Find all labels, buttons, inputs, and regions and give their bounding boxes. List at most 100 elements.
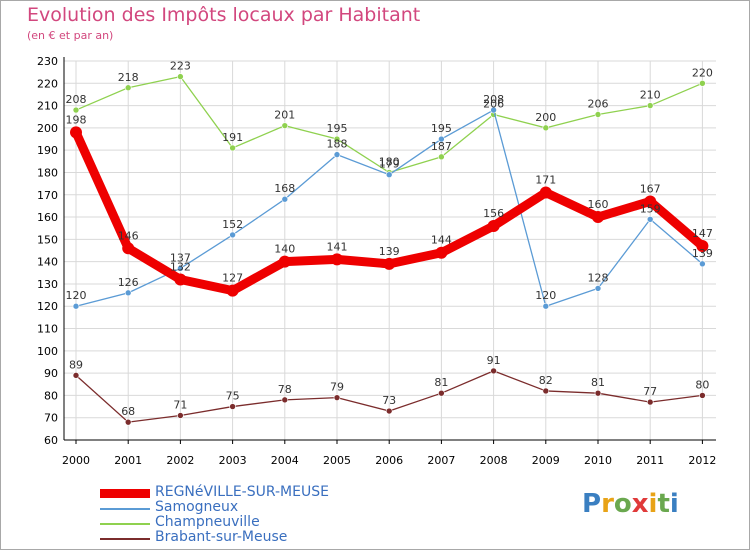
series-1-point: [594, 285, 602, 292]
y-tick-label: 190: [37, 144, 58, 157]
series-3-data-label: 78: [278, 383, 292, 396]
series-2-point: [594, 111, 602, 118]
series-1-data-label: 195: [431, 122, 452, 135]
series-2-point: [281, 122, 289, 129]
series-0-data-label: 139: [379, 245, 400, 258]
y-tick-label: 60: [44, 434, 58, 447]
series-0-point: [644, 195, 657, 208]
series-1-data-label: 120: [66, 289, 87, 302]
y-tick-label: 120: [37, 300, 58, 313]
y-tick-label: 80: [44, 389, 58, 402]
series-3-data-label: 79: [330, 381, 344, 394]
series-2-point: [72, 106, 80, 114]
y-tick-label: 150: [37, 233, 58, 246]
series-3-point: [490, 367, 497, 375]
series-0-data-label: 140: [274, 243, 295, 256]
series-1-point: [281, 195, 289, 203]
series-0-point: [122, 242, 135, 255]
series-0-data-label: 144: [431, 234, 452, 247]
series-2-data-label: 223: [170, 60, 191, 73]
series-2-data-label: 206: [483, 98, 504, 111]
y-tick-label: 230: [37, 55, 58, 68]
series-2-data-label: 180: [379, 155, 400, 168]
series-0-point: [383, 257, 396, 270]
series-0-data-label: 141: [327, 240, 348, 253]
series-2-data-label: 208: [66, 93, 87, 106]
series-0-point: [539, 186, 552, 199]
y-tick-label: 70: [44, 412, 58, 425]
series-3-point: [124, 418, 132, 426]
series-1-data-label: 139: [692, 247, 713, 260]
series-3-data-label: 82: [539, 374, 553, 387]
series-3-point: [594, 389, 602, 397]
series-2-data-label: 195: [327, 122, 348, 135]
series-1-data-label: 128: [588, 271, 609, 284]
legend-label: Samogneux: [155, 499, 239, 515]
y-tick-label: 130: [37, 278, 58, 291]
series-2-point: [699, 79, 706, 87]
series-3-point: [646, 398, 654, 406]
series-2-point: [438, 153, 445, 161]
series-0-data-label: 156: [483, 207, 504, 220]
series-3-point: [333, 394, 341, 401]
series-1-point: [385, 171, 393, 178]
x-tick-label: 2006: [375, 454, 403, 467]
series-0-point: [70, 126, 82, 139]
y-tick-label: 200: [37, 122, 58, 135]
series-3-data-label: 81: [434, 376, 448, 389]
series-0-data-label: 171: [535, 174, 556, 187]
series-0-point: [592, 211, 604, 224]
series-0-data-label: 147: [692, 227, 713, 240]
y-tick-label: 220: [37, 77, 58, 90]
series-2-point: [542, 124, 550, 132]
series-0-point: [278, 255, 291, 268]
series-1-data-label: 179: [379, 158, 400, 171]
series-1-data-label: 120: [535, 289, 556, 302]
series-1-point: [124, 289, 132, 297]
series-0-data-label: 146: [118, 229, 139, 242]
x-tick-label: 2008: [480, 454, 508, 467]
x-tick-label: 2002: [166, 454, 194, 467]
y-tick-label: 90: [44, 367, 58, 380]
legend-label: REGNéVILLE-SUR-MEUSE: [155, 484, 329, 500]
series-0-point: [696, 240, 709, 253]
series-0-point: [331, 253, 343, 266]
axes: 60 70 80 90 100 110 120 130 140 150 160 170 180 190 20…: [37, 55, 716, 467]
legend-swatch: [100, 489, 150, 498]
series-2-point: [646, 102, 654, 109]
series-2-point: [229, 144, 236, 152]
series-3-point: [699, 392, 706, 399]
y-tick-label: 100: [37, 345, 58, 358]
x-tick-label: 2007: [427, 454, 455, 467]
series-3-data-label: 89: [69, 358, 83, 371]
series-2-point: [177, 73, 184, 80]
series-1-data-label: 137: [170, 251, 191, 264]
series-1-data-label: 168: [274, 182, 295, 195]
series-0-point: [174, 273, 187, 286]
series-2-data-label: 191: [222, 131, 243, 144]
y-tick-label: 210: [37, 100, 58, 113]
chart-title: Evolution des Impôts locaux par Habitant: [27, 4, 421, 26]
series-0-point: [435, 246, 448, 259]
series-2-point: [124, 84, 132, 92]
x-tick-label: 2001: [114, 454, 142, 467]
y-tick-label: 110: [37, 323, 58, 336]
series-0-data-label: 127: [222, 272, 243, 285]
series-2-data-label: 187: [431, 140, 452, 153]
x-tick-label: 2000: [62, 454, 90, 467]
series-3-data-label: 71: [173, 398, 187, 411]
series-3-data-label: 68: [121, 405, 135, 418]
series-1-point: [699, 260, 706, 268]
series-0-data-label: 132: [170, 260, 191, 273]
series-1-data-label: 208: [483, 93, 504, 106]
x-tick-label: 2009: [532, 454, 560, 467]
series-0-data-label: 160: [588, 198, 609, 211]
series-3-data-label: 73: [382, 394, 396, 407]
series-1-data-label: 159: [640, 202, 661, 215]
series-0-point: [487, 219, 500, 232]
series-3-data-label: 77: [643, 385, 657, 398]
series-1-point: [229, 231, 236, 239]
x-tick-label: 2004: [271, 454, 299, 467]
series-lines: [70, 73, 709, 426]
series-1-point: [333, 151, 341, 158]
